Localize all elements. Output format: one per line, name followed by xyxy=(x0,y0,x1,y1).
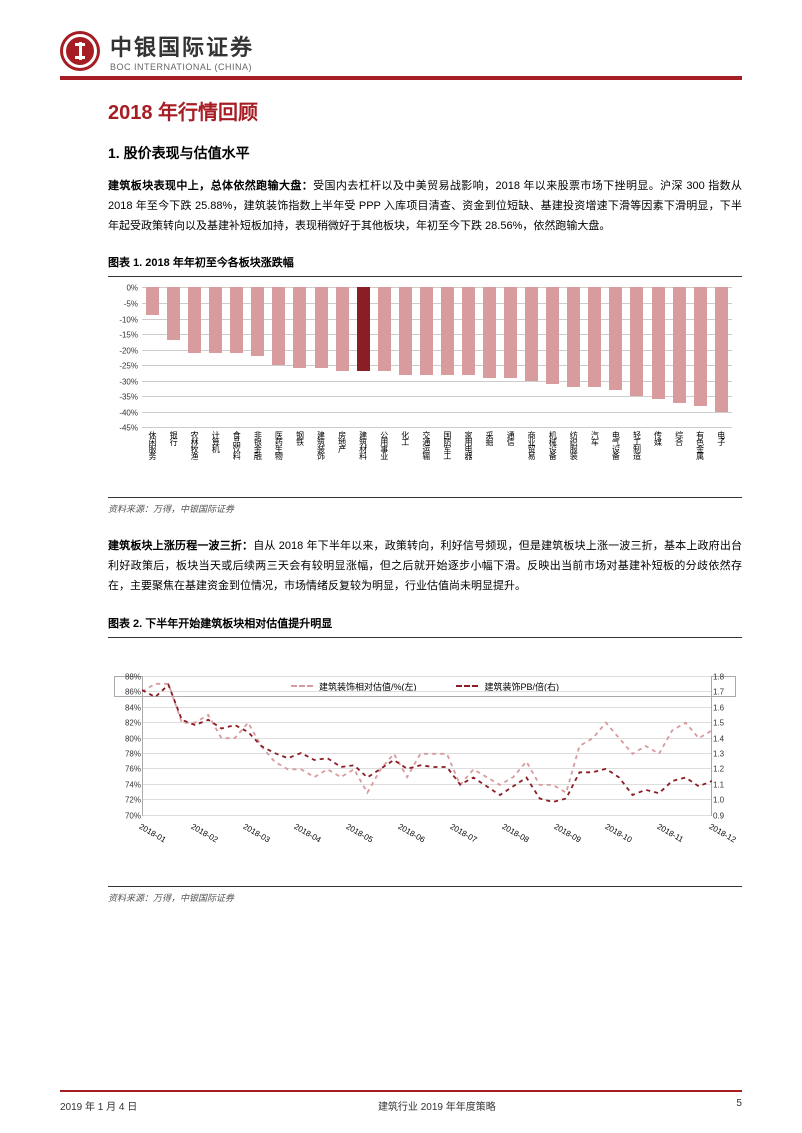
line-x-label: 2018-05 xyxy=(345,822,350,830)
bar xyxy=(378,287,391,371)
header: 中银国际证券 BOC INTERNATIONAL (CHINA) xyxy=(60,30,742,72)
bar-category-label: 农林牧渔 xyxy=(189,431,200,485)
chart1-box: 0%-5%-10%-15%-20%-25%-30%-35%-40%-45%休闲服… xyxy=(108,276,742,498)
bar-category-label: 交通运输 xyxy=(421,431,432,485)
bar-category-label: 纺织服装 xyxy=(568,431,579,485)
bar xyxy=(420,287,433,374)
line-x-label: 2018-08 xyxy=(500,822,505,830)
bar xyxy=(525,287,538,380)
bar xyxy=(504,287,517,377)
bar-category-label: 汽车 xyxy=(589,431,600,485)
bar-category-label: 医药生物 xyxy=(273,431,284,485)
bar-category-label: 家用电器 xyxy=(463,431,474,485)
footer-page: 5 xyxy=(736,1098,742,1113)
bar xyxy=(441,287,454,374)
bar-category-label: 有色金属 xyxy=(695,431,706,485)
bar xyxy=(357,287,370,371)
bar xyxy=(652,287,665,399)
line-x-label: 2018-11 xyxy=(656,822,661,830)
para-lead: 建筑板块上涨历程一波三折： xyxy=(108,540,253,552)
bar-category-label: 国防军工 xyxy=(442,431,453,485)
bar xyxy=(336,287,349,371)
bar xyxy=(188,287,201,352)
bar xyxy=(272,287,285,365)
bar xyxy=(462,287,475,374)
logo-icon xyxy=(60,31,100,71)
section-heading: 1. 股价表现与估值水平 xyxy=(108,143,742,163)
line-x-label: 2018-01 xyxy=(138,822,143,830)
bar xyxy=(251,287,264,355)
brand-cn: 中银国际证券 xyxy=(110,30,254,62)
bar-category-label: 建筑材料 xyxy=(358,431,369,485)
bar-category-label: 机械设备 xyxy=(547,431,558,485)
bar xyxy=(209,287,222,352)
line-x-label: 2018-12 xyxy=(707,822,712,830)
chart2-source: 资料来源：万得，中银国际证券 xyxy=(108,891,742,904)
bar xyxy=(293,287,306,368)
bar xyxy=(483,287,496,377)
bar-category-label: 休闲服务 xyxy=(147,431,158,485)
bar xyxy=(609,287,622,390)
bar-category-label: 建筑装饰 xyxy=(316,431,327,485)
paragraph: 建筑板块表现中上，总体依然跑输大盘：受国内去杠杆以及中美贸易战影响，2018 年… xyxy=(108,177,742,236)
chart2-box: 88%1.886%1.784%1.682%1.580%1.478%1.376%1… xyxy=(108,637,742,887)
line-x-label: 2018-07 xyxy=(448,822,453,830)
bar xyxy=(167,287,180,340)
paragraph: 建筑板块上涨历程一波三折：自从 2018 年下半年以来，政策转向，利好信号频现，… xyxy=(108,537,742,596)
line-x-label: 2018-02 xyxy=(189,822,194,830)
bar xyxy=(315,287,328,368)
line-x-label: 2018-03 xyxy=(241,822,246,830)
line-x-label: 2018-04 xyxy=(293,822,298,830)
bar-category-label: 通信 xyxy=(505,431,516,485)
bar xyxy=(588,287,601,387)
footer-title: 建筑行业 2019 年年度策略 xyxy=(378,1098,496,1113)
bar xyxy=(567,287,580,387)
bar-category-label: 食品饮料 xyxy=(231,431,242,485)
header-rule xyxy=(60,76,742,80)
footer: 2019 年 1 月 4 日 建筑行业 2019 年年度策略 5 xyxy=(60,1090,742,1113)
bar-category-label: 钢铁 xyxy=(294,431,305,485)
bar xyxy=(230,287,243,352)
bar-category-label: 房地产 xyxy=(337,431,348,485)
brand-en: BOC INTERNATIONAL (CHINA) xyxy=(110,62,254,72)
bar xyxy=(146,287,159,315)
para-lead: 建筑板块表现中上，总体依然跑输大盘： xyxy=(108,180,313,192)
chart1-source: 资料来源：万得，中银国际证券 xyxy=(108,502,742,515)
chart1-title: 图表 1. 2018 年年初至今各板块涨跌幅 xyxy=(108,254,742,270)
bar xyxy=(673,287,686,402)
footer-date: 2019 年 1 月 4 日 xyxy=(60,1098,137,1113)
bar-category-label: 公用事业 xyxy=(379,431,390,485)
bar-category-label: 综合 xyxy=(674,431,685,485)
bar-category-label: 化工 xyxy=(400,431,411,485)
bar xyxy=(694,287,707,405)
page-title: 2018 年行情回顾 xyxy=(108,96,742,125)
bar xyxy=(399,287,412,374)
bar-category-label: 传媒 xyxy=(653,431,664,485)
bar-category-label: 银行 xyxy=(168,431,179,485)
bar-category-label: 商业贸易 xyxy=(526,431,537,485)
chart2-title: 图表 2. 下半年开始建筑板块相对估值提升明显 xyxy=(108,615,742,631)
bar-category-label: 非银金融 xyxy=(252,431,263,485)
line-x-label: 2018-10 xyxy=(604,822,609,830)
line-chart: 88%1.886%1.784%1.682%1.580%1.478%1.376%1… xyxy=(114,676,736,876)
bar-category-label: 电子 xyxy=(716,431,727,485)
bar xyxy=(546,287,559,383)
bar-chart: 0%-5%-10%-15%-20%-25%-30%-35%-40%-45%休闲服… xyxy=(114,287,736,487)
bar-category-label: 电气设备 xyxy=(610,431,621,485)
line-x-label: 2018-06 xyxy=(397,822,402,830)
bar-category-label: 轻工制造 xyxy=(631,431,642,485)
bar-category-label: 计算机 xyxy=(210,431,221,485)
bar xyxy=(715,287,728,411)
bar-category-label: 采掘 xyxy=(484,431,495,485)
line-x-label: 2018-09 xyxy=(552,822,557,830)
bar xyxy=(630,287,643,396)
